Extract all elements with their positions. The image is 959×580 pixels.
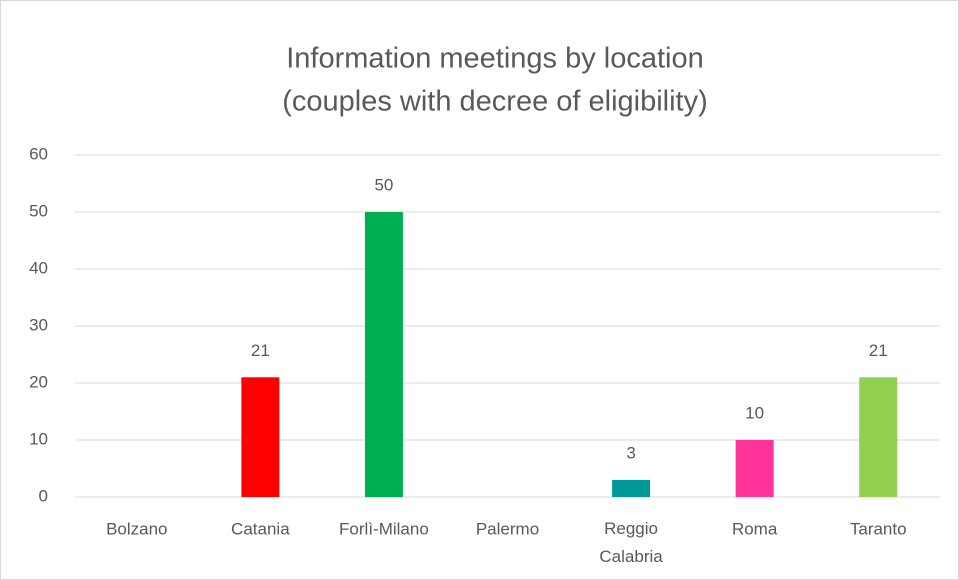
- chart-title: Information meetings by location: [286, 43, 704, 75]
- bar: [364, 212, 403, 497]
- data-label: 3: [626, 443, 635, 462]
- x-tick-label: Taranto: [850, 519, 907, 538]
- y-tick-label: 10: [29, 429, 48, 448]
- y-tick-label: 0: [39, 486, 48, 505]
- bar: [612, 479, 651, 497]
- y-tick-label: 20: [29, 372, 48, 391]
- x-tick-label: Reggio Calabria: [599, 519, 663, 566]
- data-label: 50: [374, 175, 393, 194]
- bar: [859, 377, 898, 497]
- data-label: 21: [869, 341, 888, 360]
- y-tick-label: 40: [29, 258, 48, 277]
- bar: [241, 377, 280, 497]
- y-tick-label: 30: [29, 315, 48, 334]
- x-tick-label: Bolzano: [106, 519, 167, 538]
- x-tick-label: Catania: [231, 519, 290, 538]
- bar: [735, 440, 774, 497]
- x-tick-label: Roma: [732, 519, 778, 538]
- x-tick-label: Palermo: [476, 519, 539, 538]
- y-tick-label: 60: [29, 144, 48, 163]
- x-tick-label: Forlì-Milano: [339, 519, 429, 538]
- data-label: 10: [745, 403, 764, 422]
- chart-title: (couples with decree of eligibility): [282, 86, 708, 118]
- y-tick-label: 50: [29, 201, 48, 220]
- data-label: 21: [251, 341, 270, 360]
